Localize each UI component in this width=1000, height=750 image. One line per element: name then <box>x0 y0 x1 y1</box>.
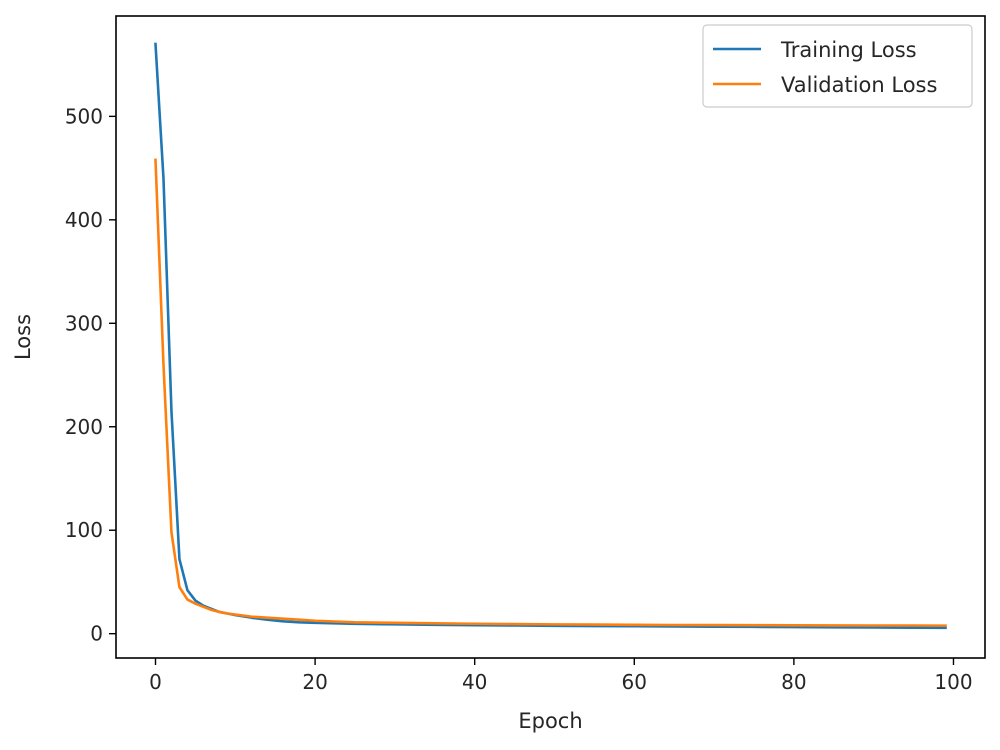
x-tick-label: 80 <box>781 670 806 694</box>
x-tick-label: 60 <box>622 670 647 694</box>
legend-label: Training Loss <box>780 38 917 62</box>
legend-label: Validation Loss <box>781 73 937 97</box>
y-tick-label: 300 <box>65 311 103 335</box>
series-line-validation-loss <box>154 158 947 627</box>
x-tick-label: 20 <box>302 670 327 694</box>
y-tick-label: 500 <box>65 104 103 128</box>
y-tick-label: 0 <box>90 622 103 646</box>
ticks-layer: 0 20 40 60 80 100 0 100 200 300 400 500 <box>65 104 973 694</box>
legend: Training Loss Validation Loss <box>702 24 973 108</box>
x-tick-label: 0 <box>149 670 162 694</box>
y-tick-label: 400 <box>65 208 103 232</box>
series-layer <box>154 42 947 630</box>
axes-frame <box>115 15 986 659</box>
x-axis-label: Epoch <box>518 709 582 733</box>
y-axis-label: Loss <box>11 314 35 360</box>
x-tick-label: 40 <box>462 670 487 694</box>
series-line-training-loss <box>154 42 947 630</box>
y-tick-label: 100 <box>65 518 103 542</box>
y-tick-label: 200 <box>65 415 103 439</box>
x-tick-label: 100 <box>934 670 972 694</box>
legend-box <box>702 24 973 108</box>
